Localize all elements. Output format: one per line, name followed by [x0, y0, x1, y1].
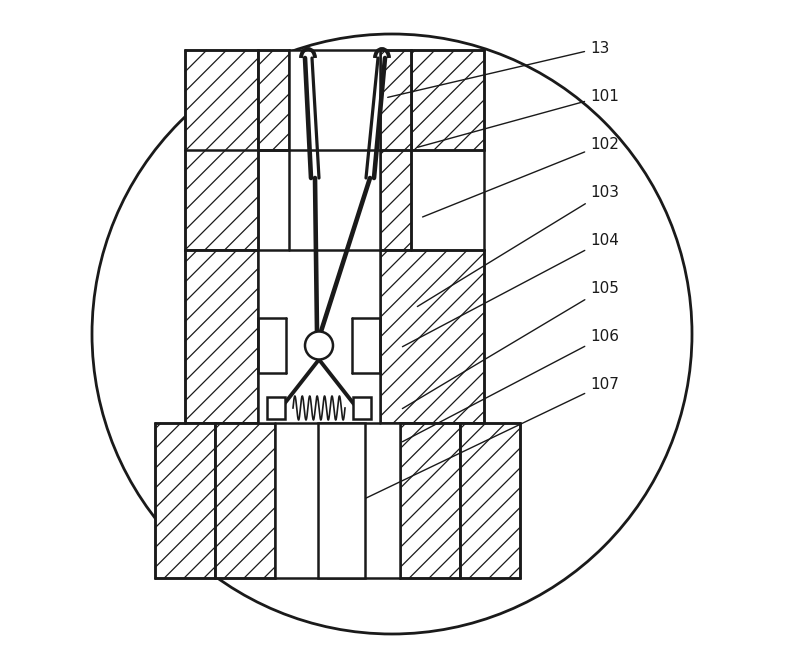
- Bar: [185, 50, 258, 250]
- Circle shape: [305, 331, 333, 359]
- Text: 102: 102: [422, 136, 619, 217]
- Bar: [460, 423, 520, 578]
- Bar: [215, 423, 275, 578]
- Bar: [411, 50, 484, 150]
- Bar: [275, 423, 400, 578]
- Text: 104: 104: [403, 232, 619, 347]
- Bar: [267, 397, 285, 419]
- Bar: [400, 423, 460, 578]
- Bar: [155, 423, 215, 578]
- Bar: [258, 250, 380, 423]
- Bar: [380, 50, 411, 250]
- Bar: [185, 250, 258, 423]
- Text: 13: 13: [388, 41, 609, 98]
- Text: 106: 106: [403, 329, 619, 442]
- Bar: [289, 50, 380, 250]
- Bar: [380, 250, 484, 423]
- Bar: [318, 423, 365, 578]
- Text: 107: 107: [364, 377, 619, 499]
- Bar: [258, 50, 289, 150]
- Text: 105: 105: [403, 281, 619, 409]
- Text: 103: 103: [418, 184, 619, 307]
- Text: 101: 101: [418, 88, 619, 147]
- Bar: [353, 397, 371, 419]
